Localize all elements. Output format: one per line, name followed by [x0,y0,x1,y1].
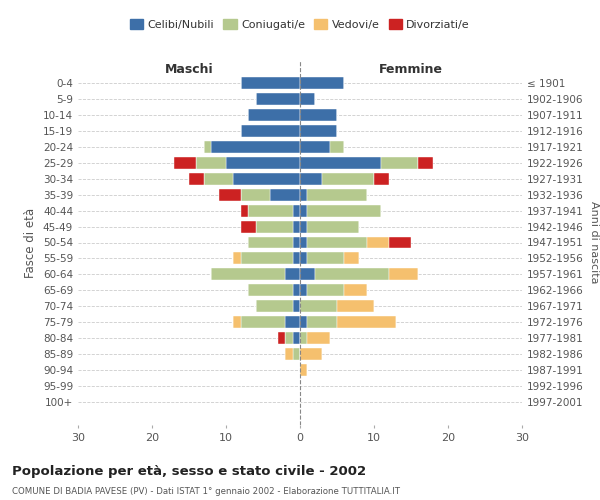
Bar [344,284,367,296]
Bar [307,252,344,264]
Bar [233,172,300,184]
Bar [226,156,300,168]
Bar [300,172,322,184]
Bar [248,236,293,248]
Bar [307,284,344,296]
Bar [241,204,248,216]
Bar [307,332,329,344]
Bar [300,92,315,104]
Bar [367,236,389,248]
Bar [256,220,293,232]
Bar [241,124,300,136]
Bar [233,252,241,264]
Bar [241,220,256,232]
Bar [293,236,300,248]
Bar [256,300,293,312]
Bar [300,220,307,232]
Bar [218,188,241,200]
Bar [204,172,233,184]
Bar [300,268,315,280]
Bar [248,108,300,120]
Bar [322,172,374,184]
Bar [337,316,396,328]
Bar [293,284,300,296]
Bar [293,300,300,312]
Bar [300,204,307,216]
Bar [307,236,367,248]
Bar [418,156,433,168]
Bar [285,332,293,344]
Bar [300,140,329,152]
Bar [300,364,307,376]
Bar [389,236,411,248]
Bar [241,252,293,264]
Bar [293,332,300,344]
Bar [241,316,285,328]
Bar [382,156,418,168]
Text: COMUNE DI BADIA PAVESE (PV) - Dati ISTAT 1° gennaio 2002 - Elaborazione TUTTITAL: COMUNE DI BADIA PAVESE (PV) - Dati ISTAT… [12,488,400,496]
Y-axis label: Anni di nascita: Anni di nascita [589,201,599,284]
Bar [300,348,322,360]
Bar [271,188,300,200]
Bar [307,220,359,232]
Bar [344,252,359,264]
Text: Femmine: Femmine [379,64,443,76]
Bar [337,300,374,312]
Bar [300,332,307,344]
Bar [300,236,307,248]
Bar [300,284,307,296]
Legend: Celibi/Nubili, Coniugati/e, Vedovi/e, Divorziati/e: Celibi/Nubili, Coniugati/e, Vedovi/e, Di… [125,14,475,34]
Bar [174,156,196,168]
Y-axis label: Fasce di età: Fasce di età [25,208,37,278]
Bar [211,140,300,152]
Bar [241,188,271,200]
Bar [300,252,307,264]
Bar [307,188,367,200]
Bar [300,316,307,328]
Bar [196,156,226,168]
Bar [293,204,300,216]
Bar [293,252,300,264]
Bar [374,172,389,184]
Bar [293,220,300,232]
Bar [241,76,300,88]
Bar [285,268,300,280]
Bar [300,156,382,168]
Text: Maschi: Maschi [164,64,214,76]
Bar [293,348,300,360]
Bar [285,348,293,360]
Bar [307,204,382,216]
Bar [329,140,344,152]
Bar [300,188,307,200]
Bar [248,204,293,216]
Bar [285,316,300,328]
Bar [300,76,344,88]
Bar [256,92,300,104]
Bar [211,268,285,280]
Bar [389,268,418,280]
Bar [233,316,241,328]
Bar [189,172,204,184]
Bar [248,284,293,296]
Bar [300,300,337,312]
Bar [315,268,389,280]
Bar [307,316,337,328]
Bar [300,108,337,120]
Text: Popolazione per età, sesso e stato civile - 2002: Popolazione per età, sesso e stato civil… [12,465,366,478]
Bar [204,140,211,152]
Bar [278,332,285,344]
Bar [300,124,337,136]
